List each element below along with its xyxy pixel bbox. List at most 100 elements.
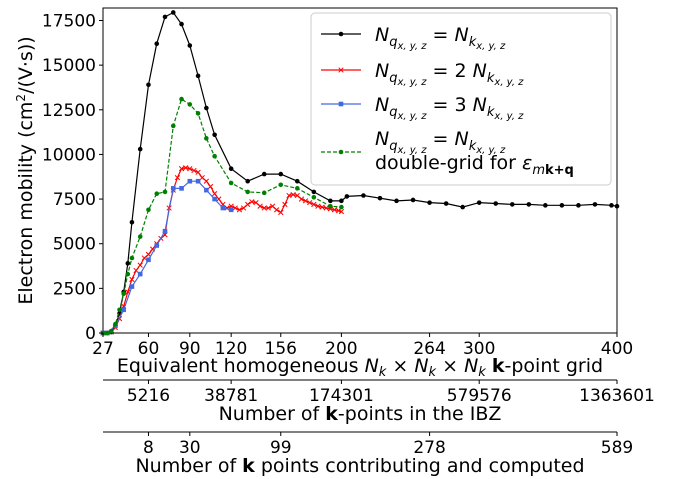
text-run: /(V·s)) <box>15 36 37 94</box>
data-point <box>170 123 176 129</box>
y-tick-label: 5000 <box>53 235 96 255</box>
data-point <box>338 208 345 215</box>
data-point <box>592 202 598 207</box>
data-point <box>257 203 263 209</box>
legend-label: Nqx, y, z = 2 Nkx, y, z <box>375 60 524 88</box>
secondary-axis-2: 8 30 99 278 589 Number of k points contributi… <box>103 431 633 477</box>
data-point <box>476 200 482 205</box>
data-point <box>187 166 193 172</box>
text-run: x, y, z <box>493 77 524 88</box>
text-run: Equivalent homogeneous <box>117 355 365 377</box>
legend-entry-1: Nqx, y, z = Nkx, y, z <box>321 24 506 52</box>
data-point <box>245 189 250 195</box>
legend-label: Nqx, y, z = 3 Nkx, y, z <box>375 94 524 122</box>
text-run: Electron mobility (cm <box>15 102 37 305</box>
data-point <box>609 203 614 208</box>
data-point <box>212 196 217 202</box>
x-tick-label: 400 <box>601 339 633 359</box>
data-point <box>195 73 201 79</box>
text-run: q <box>389 35 397 50</box>
text-run: points contributing and computed <box>255 455 585 477</box>
data-point <box>137 234 143 239</box>
secondary-tick-label: 579576 <box>447 386 512 406</box>
text-run: × <box>386 355 414 377</box>
secondary-axis-label: Number of k-points in the IBZ <box>219 403 502 425</box>
x-tick-label: 60 <box>138 339 160 359</box>
text-run: k <box>325 403 338 425</box>
data-point <box>278 209 284 216</box>
data-point <box>141 255 147 261</box>
text-run: x, y, z <box>396 77 427 88</box>
x-tick-label: 264 <box>413 339 445 359</box>
data-point <box>179 186 184 191</box>
data-point <box>236 207 243 213</box>
data-point <box>249 199 255 205</box>
legend-box <box>310 12 612 186</box>
data-point <box>509 202 515 207</box>
data-point <box>295 178 300 184</box>
data-point <box>273 207 280 213</box>
series-4 <box>100 96 344 336</box>
text-run: x, y, z <box>475 145 506 156</box>
text-run: x, y, z <box>396 111 427 122</box>
data-point <box>576 203 581 208</box>
data-point <box>154 243 160 248</box>
data-point <box>129 219 135 225</box>
y-tick-label: 12500 <box>42 101 96 121</box>
data-point <box>311 194 317 200</box>
data-point <box>290 191 296 198</box>
data-point <box>282 201 288 208</box>
data-point <box>443 201 449 206</box>
data-point <box>108 328 114 334</box>
text-run: k <box>469 35 477 50</box>
text-run: x, y, z <box>396 41 427 52</box>
series-2 <box>100 165 345 336</box>
data-point <box>129 276 135 283</box>
legend-marker <box>338 67 344 73</box>
text-run: k <box>492 355 505 377</box>
data-point <box>191 167 197 174</box>
data-point <box>526 202 532 207</box>
data-point <box>339 204 344 210</box>
data-point <box>183 165 189 171</box>
y-tick-label: 7500 <box>53 190 96 210</box>
data-point <box>278 171 284 177</box>
data-point <box>614 203 620 209</box>
data-point <box>261 171 267 177</box>
data-point <box>245 178 250 184</box>
data-point <box>145 251 152 258</box>
data-point <box>493 201 499 206</box>
text-run: N <box>375 94 389 116</box>
data-point <box>129 284 135 289</box>
data-point <box>212 132 217 138</box>
secondary-tick-label: 38781 <box>204 386 258 406</box>
data-point <box>207 183 214 190</box>
text-run: m <box>532 163 545 178</box>
data-point <box>125 271 131 277</box>
y-tick-label: 2500 <box>53 279 96 299</box>
data-point <box>286 192 292 199</box>
text-run: N <box>455 24 469 46</box>
data-point <box>245 201 251 208</box>
text-run: N <box>473 60 487 82</box>
data-point <box>187 178 193 184</box>
legend-marker <box>338 149 344 155</box>
data-point <box>178 166 185 172</box>
text-run: k+q <box>545 163 574 178</box>
x-tick-label: 120 <box>215 339 247 359</box>
data-point <box>294 192 300 199</box>
data-point <box>311 189 317 195</box>
text-run: N <box>473 94 487 116</box>
data-point <box>331 207 338 213</box>
data-point <box>204 136 209 141</box>
legend-label-line2: double-grid for εmk+q <box>375 152 574 178</box>
data-point <box>307 199 313 206</box>
data-point <box>146 257 151 263</box>
data-point <box>315 203 321 209</box>
data-point <box>154 191 160 197</box>
text-run: N <box>365 355 379 377</box>
